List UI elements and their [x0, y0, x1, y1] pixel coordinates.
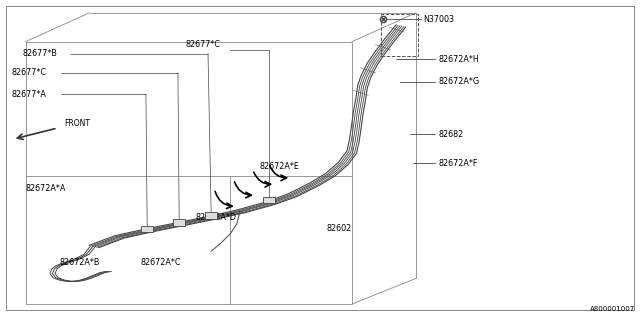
Text: 82672A*F: 82672A*F — [438, 159, 478, 168]
Text: 82672A*C: 82672A*C — [141, 258, 181, 267]
Text: 82677*C: 82677*C — [12, 68, 47, 77]
Text: 82672A*D: 82672A*D — [195, 213, 236, 222]
Bar — [141, 226, 153, 232]
Text: A800001007: A800001007 — [589, 306, 635, 312]
Bar — [205, 212, 217, 219]
Bar — [381, 14, 418, 56]
Text: N37003: N37003 — [424, 15, 454, 24]
Text: 82677*A: 82677*A — [12, 90, 46, 99]
Text: 82672A*B: 82672A*B — [60, 258, 100, 267]
Text: 82677*B: 82677*B — [22, 49, 57, 58]
Text: 82672A*H: 82672A*H — [438, 55, 479, 64]
Text: FRONT: FRONT — [64, 119, 90, 128]
Text: 82602: 82602 — [326, 224, 351, 233]
Bar — [173, 219, 185, 226]
Text: 82672A*A: 82672A*A — [26, 184, 66, 193]
Text: 82672A*G: 82672A*G — [438, 77, 479, 86]
Text: 82682: 82682 — [438, 130, 463, 139]
Text: 82677*C: 82677*C — [186, 40, 221, 49]
Text: 82672A*E: 82672A*E — [259, 162, 299, 171]
Bar — [263, 197, 275, 203]
